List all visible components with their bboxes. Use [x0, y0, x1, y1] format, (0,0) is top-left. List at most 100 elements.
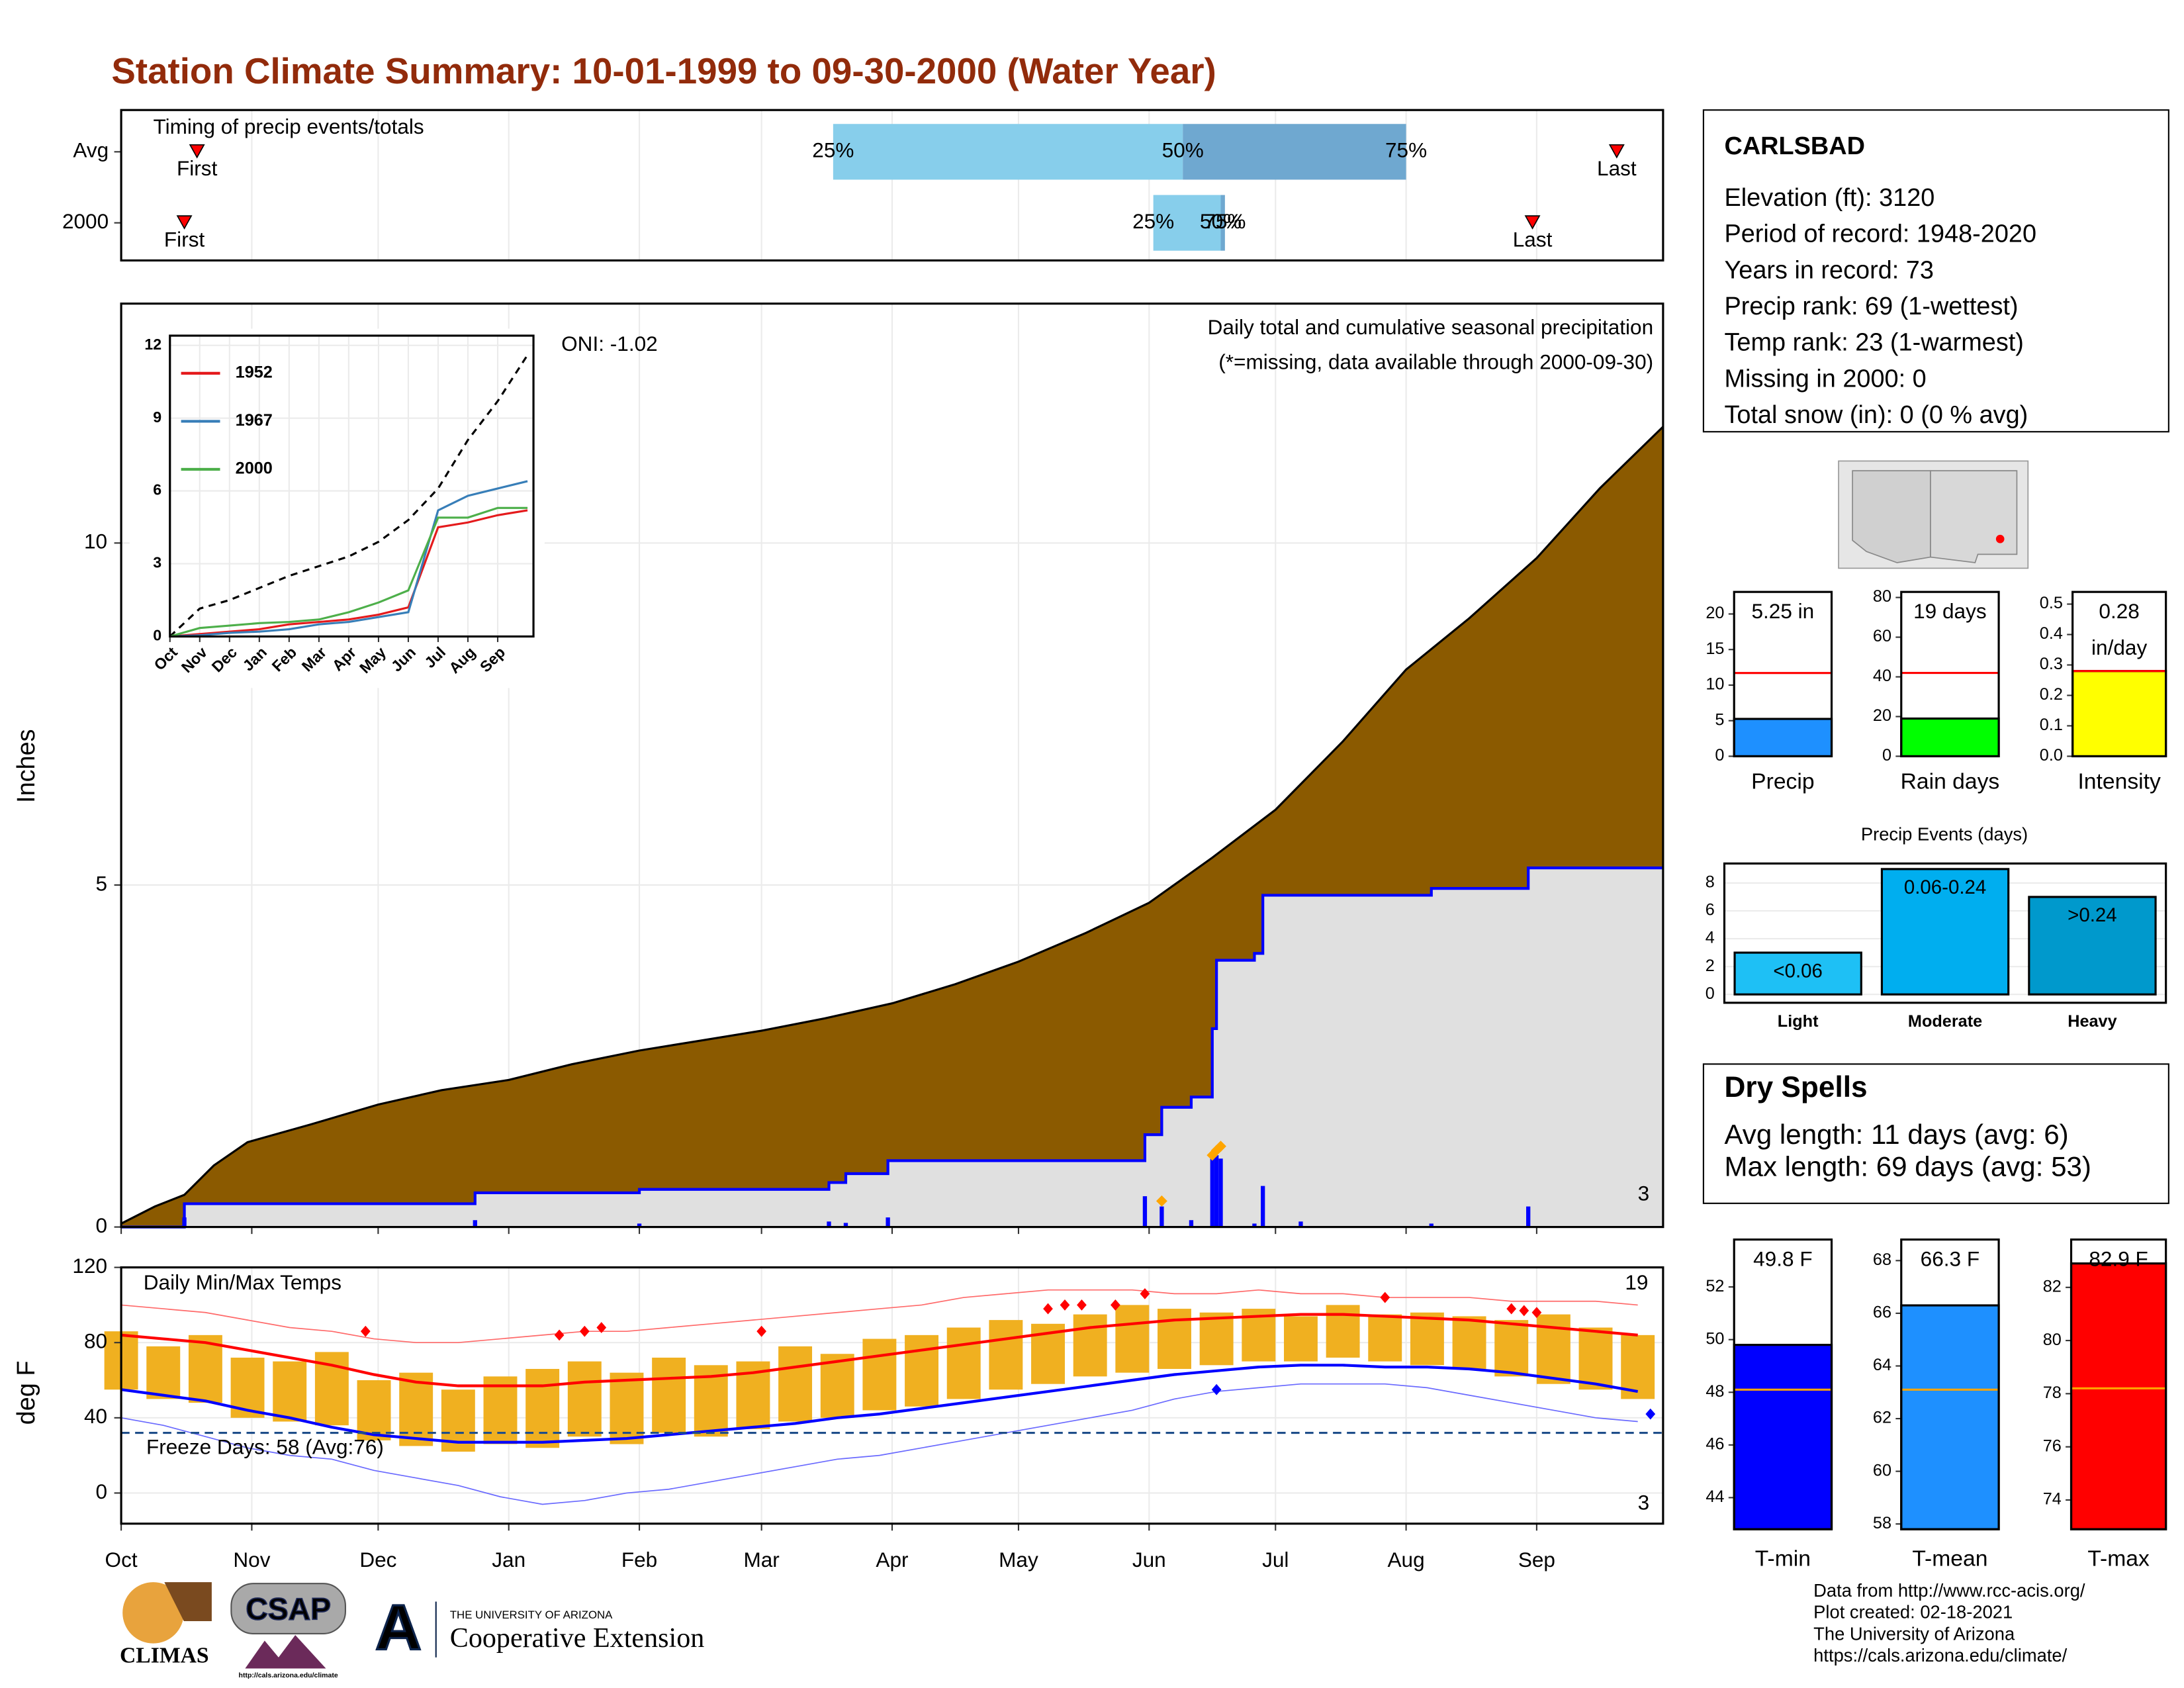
legend-label: 1967: [236, 411, 273, 430]
record-marker: [1380, 1291, 1390, 1303]
bar: [2071, 670, 2167, 758]
temp-range-bar: [1410, 1312, 1444, 1366]
y-tick-label: 80: [84, 1329, 107, 1353]
y-tick-label: 10: [1706, 675, 1724, 694]
daily-bar: [182, 1217, 187, 1227]
value-label: <0.06: [1773, 960, 1823, 982]
x-tick-label: Aug: [1388, 1548, 1425, 1571]
event-marker: [189, 144, 205, 159]
credit-line: Data from http://www.rcc-acis.org/: [1813, 1580, 2085, 1601]
value-label-box: 5.25 in: [1751, 600, 1815, 624]
station-info: Elevation (ft): 3120: [1724, 184, 1934, 212]
x-tick-label: Jun: [1132, 1548, 1166, 1571]
csap-label: CSAP: [246, 1592, 331, 1626]
record-marker: [1060, 1299, 1070, 1311]
event-label: First: [177, 156, 218, 180]
y-tick-label: 60: [1873, 1461, 1891, 1479]
temp-range-bar: [188, 1335, 222, 1403]
y-tick-label: 10: [84, 530, 107, 553]
bar: [1880, 868, 2010, 996]
temp-range-bar: [946, 1327, 981, 1399]
quartile-label: 25%: [812, 138, 854, 162]
value-label: 19 days: [1913, 600, 1987, 624]
csap-logo: [245, 1635, 326, 1669]
daily-bar: [1142, 1196, 1148, 1227]
temp-range-bar: [989, 1320, 1023, 1390]
y-tick-label: 6: [153, 481, 161, 498]
csap-logo: [230, 1583, 346, 1634]
average-line: [120, 426, 1664, 1225]
value-label: 0.28 in/day: [2091, 600, 2148, 661]
y-tick-label: 60: [1873, 627, 1891, 645]
value-label: 5.25 in: [1751, 600, 1815, 624]
y-tick-label: 74: [2043, 1490, 2062, 1509]
quartile-bar: [1153, 195, 1221, 251]
legend-label: 2000: [236, 459, 273, 478]
station-location: [1995, 534, 2005, 543]
flag-marker: [1156, 1195, 1167, 1207]
frame: [1900, 590, 2000, 758]
x-tick-label: May: [999, 1548, 1038, 1571]
chart-subtitle: Timing of precip events/totals: [154, 115, 424, 138]
temp-range-bar: [1368, 1314, 1402, 1362]
y-tick-label: 5: [96, 871, 108, 895]
y-tick-label: 40: [1873, 667, 1891, 685]
x-tick-label: Feb: [621, 1548, 657, 1571]
y-tick-label: 78: [2043, 1383, 2062, 1402]
frame: [2070, 1238, 2167, 1530]
y-tick-label: 0: [96, 1479, 108, 1503]
y-tick-label: 66: [1873, 1303, 1891, 1322]
bar: [2028, 896, 2157, 996]
y-tick-label: 20: [1706, 604, 1724, 622]
x-tick-label: Oct: [105, 1548, 138, 1571]
cumulative-area: [121, 868, 1663, 1227]
quartile-bar: [1183, 124, 1406, 180]
category-label: T-min: [1755, 1546, 1811, 1571]
y-tick-label: 0: [96, 1213, 108, 1237]
x-tick-label: Sep: [1518, 1548, 1555, 1571]
category-label: Light: [1778, 1012, 1819, 1031]
category-label: Intensity: [2077, 769, 2161, 794]
chart-subtitle: Precip Events (days): [1861, 824, 2028, 845]
ua-label: THE UNIVERSITY OF ARIZONA: [450, 1609, 613, 1621]
temp-range-bar: [357, 1380, 391, 1440]
row-label: Avg: [73, 138, 109, 162]
event-label: Last: [1597, 156, 1637, 180]
temp-range-bar: [1199, 1312, 1234, 1366]
daily-bar: [1526, 1206, 1531, 1227]
temp-range-bar: [1536, 1314, 1570, 1384]
frame: [2071, 590, 2167, 758]
daily-bar: [1214, 1155, 1219, 1227]
frame: [1900, 1238, 2000, 1530]
daily-bar: [1252, 1223, 1257, 1227]
daily-bar: [473, 1220, 477, 1227]
station-name: CARLSBAD: [1724, 132, 1864, 160]
temp-range-bar: [652, 1357, 686, 1433]
x-tick-label: Dec: [359, 1548, 396, 1571]
y-tick-label: 50: [1706, 1329, 1724, 1348]
climas-label: CLIMAS: [120, 1643, 209, 1667]
station-box: [1702, 109, 2169, 433]
y-tick-label: 0.0: [2040, 746, 2063, 765]
value-label-box: 66.3 F: [1921, 1248, 1980, 1272]
temp-range-bar: [567, 1361, 602, 1437]
frame: [1733, 590, 1833, 758]
count-label: 19: [1625, 1270, 1648, 1294]
value-label: 0.06-0.24: [1904, 876, 1986, 898]
dry-spells-info: Avg length: 11 days (avg: 6): [1724, 1119, 2068, 1150]
y-tick-label: 9: [153, 408, 161, 426]
climas-logo: [122, 1582, 184, 1644]
station-info: Period of record: 1948-2020: [1724, 220, 2036, 248]
category-label: Precip: [1751, 769, 1814, 794]
daily-bar: [1298, 1221, 1303, 1227]
temp-range-bar: [1494, 1320, 1529, 1377]
y-tick-label: 15: [1706, 639, 1724, 658]
bar: [1900, 1304, 2000, 1530]
average-temp-line: [120, 1364, 1639, 1444]
y-tick-label: 0: [1715, 746, 1724, 765]
count-label: 3: [1638, 1182, 1650, 1205]
y-tick-label: 52: [1706, 1277, 1724, 1295]
average-temp-line: [120, 1313, 1638, 1387]
